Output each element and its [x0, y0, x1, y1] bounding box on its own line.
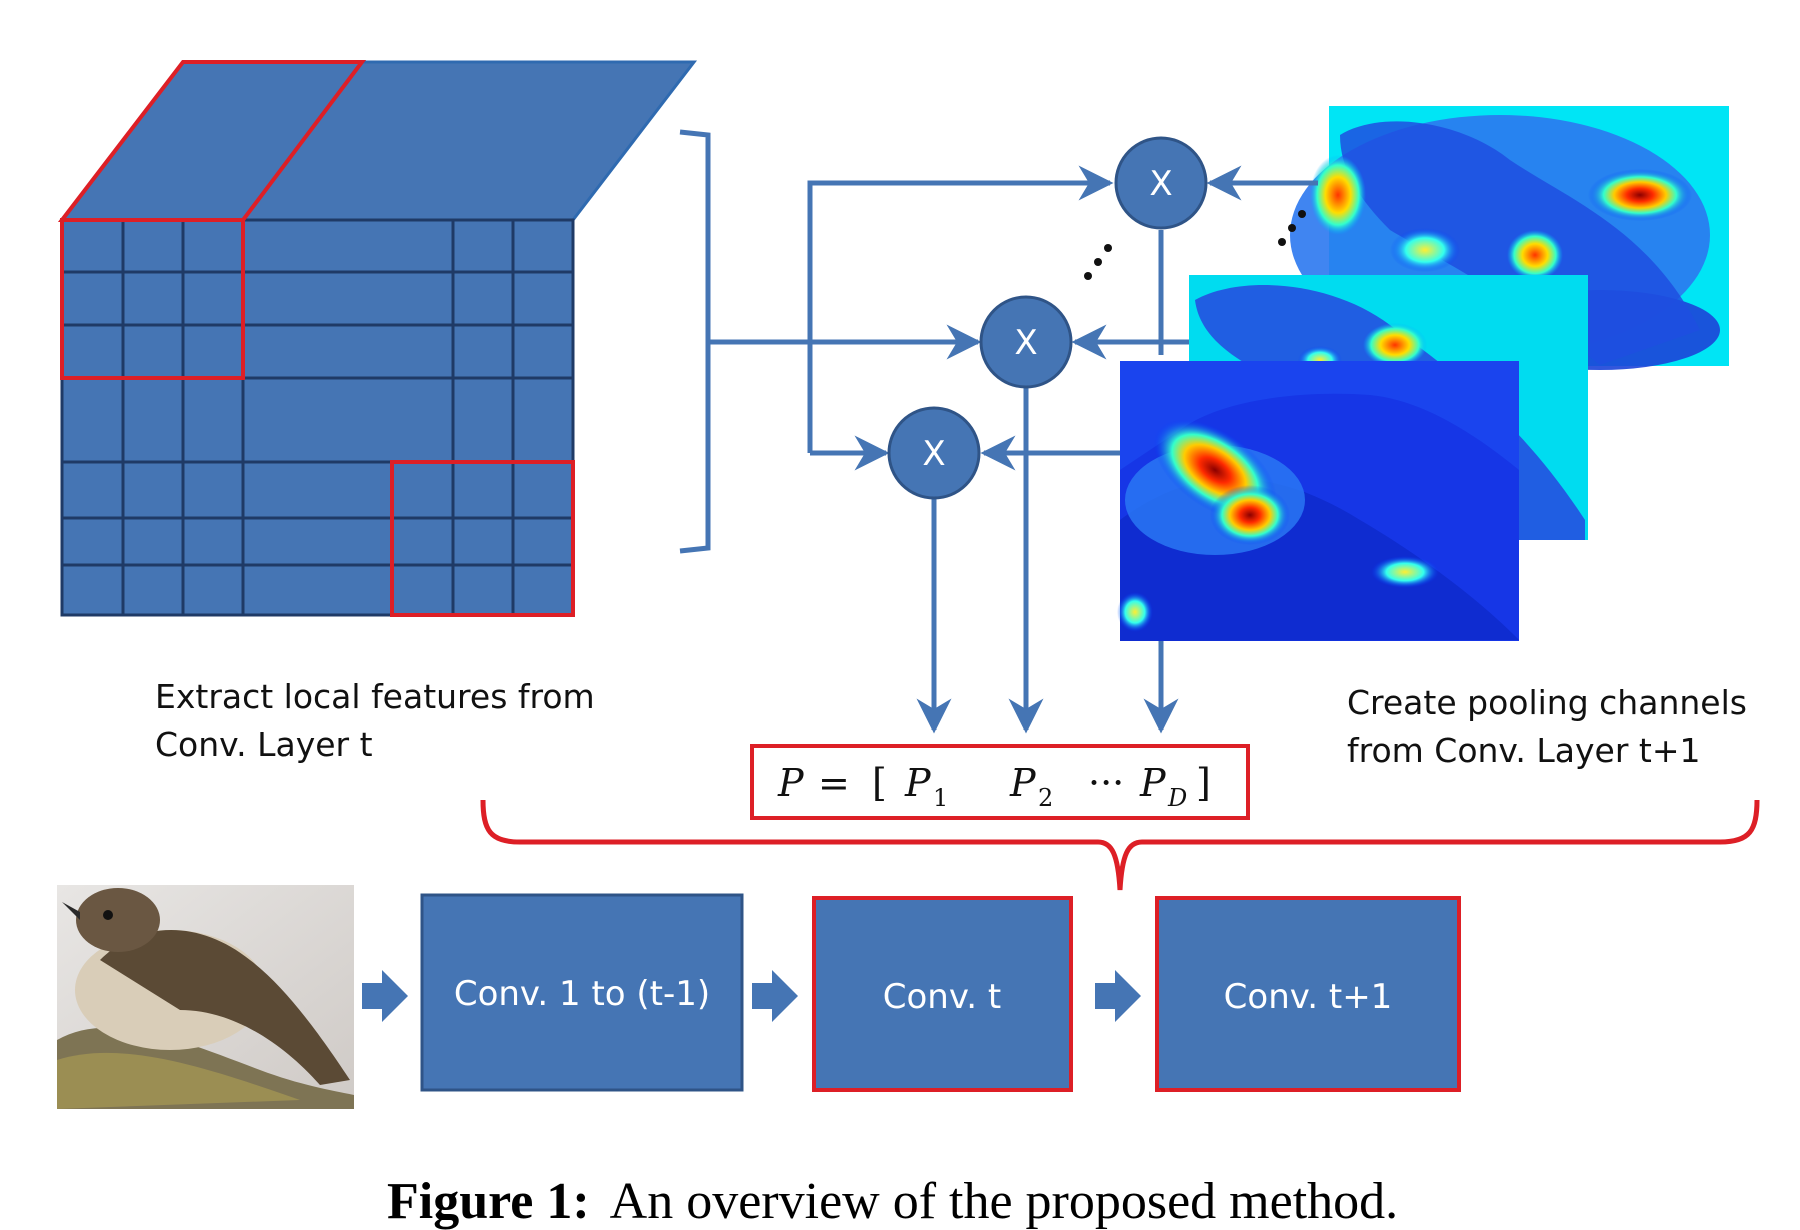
left-label-line2: Conv. Layer t [155, 725, 373, 764]
pooled-vector-box [750, 744, 1250, 820]
local-window-bottomright [390, 460, 575, 617]
pipeline-box-conv-t [812, 896, 1073, 1092]
pipeline-arrow-1 [362, 970, 408, 1022]
svg-text:X: X [922, 434, 945, 474]
multiplier-node-middle: X [979, 295, 1073, 389]
feature-map-cube [57, 60, 698, 617]
pipeline-box-conv-t-label: Conv. t [883, 977, 1002, 1017]
pipeline-arrow-3 [1095, 970, 1141, 1022]
cube-front-face [60, 218, 575, 617]
svg-text:···: ··· [1088, 761, 1124, 805]
pipeline-box-conv-1-to-t-minus-1-label: Conv. 1 to (t-1) [454, 974, 710, 1014]
bracket [679, 129, 711, 554]
caption-label: Figure 1: [387, 1173, 590, 1230]
left-label-line1: Extract local features from [155, 677, 595, 716]
figure-caption: Figure 1: An overview of the proposed met… [387, 1173, 1398, 1230]
multiplier-node-bottom: X [887, 406, 981, 500]
svg-text:P: P [777, 761, 805, 805]
svg-text:P: P [904, 761, 932, 805]
svg-text:=: = [818, 761, 850, 805]
multiplier-node-top: X [1114, 136, 1208, 230]
heatmap-front [1117, 361, 1519, 641]
svg-text:P: P [1139, 761, 1167, 805]
right-label-line1: Create pooling channels [1347, 683, 1747, 722]
curly-brace [480, 799, 1760, 891]
cube-top-face [58, 60, 698, 222]
svg-text:X: X [1014, 323, 1037, 363]
pipeline-arrow-2 [752, 970, 798, 1022]
svg-text:2: 2 [1038, 784, 1053, 812]
svg-text:D: D [1167, 784, 1187, 812]
pipeline-box-conv-1-to-t-minus-1 [420, 893, 744, 1092]
input-bird-photo [57, 885, 354, 1109]
svg-text:[: [ [872, 761, 887, 805]
svg-text:X: X [1149, 164, 1172, 204]
pipeline-box-conv-t-plus-1 [1155, 896, 1461, 1092]
ellipsis-dots [1084, 210, 1306, 280]
svg-text:1: 1 [933, 784, 948, 812]
connector-arrows [708, 165, 1318, 734]
right-label-line2: from Conv. Layer t+1 [1347, 731, 1700, 770]
svg-text:]: ] [1196, 761, 1211, 805]
pooled-vector-equation: P = [ P 1 P 2 ··· P D ] [777, 761, 1211, 812]
local-window-topleft [60, 218, 245, 380]
pipeline-box-conv-t-plus-1-label: Conv. t+1 [1224, 977, 1393, 1017]
caption-text: An overview of the proposed method. [610, 1173, 1398, 1230]
svg-text:P: P [1009, 761, 1037, 805]
